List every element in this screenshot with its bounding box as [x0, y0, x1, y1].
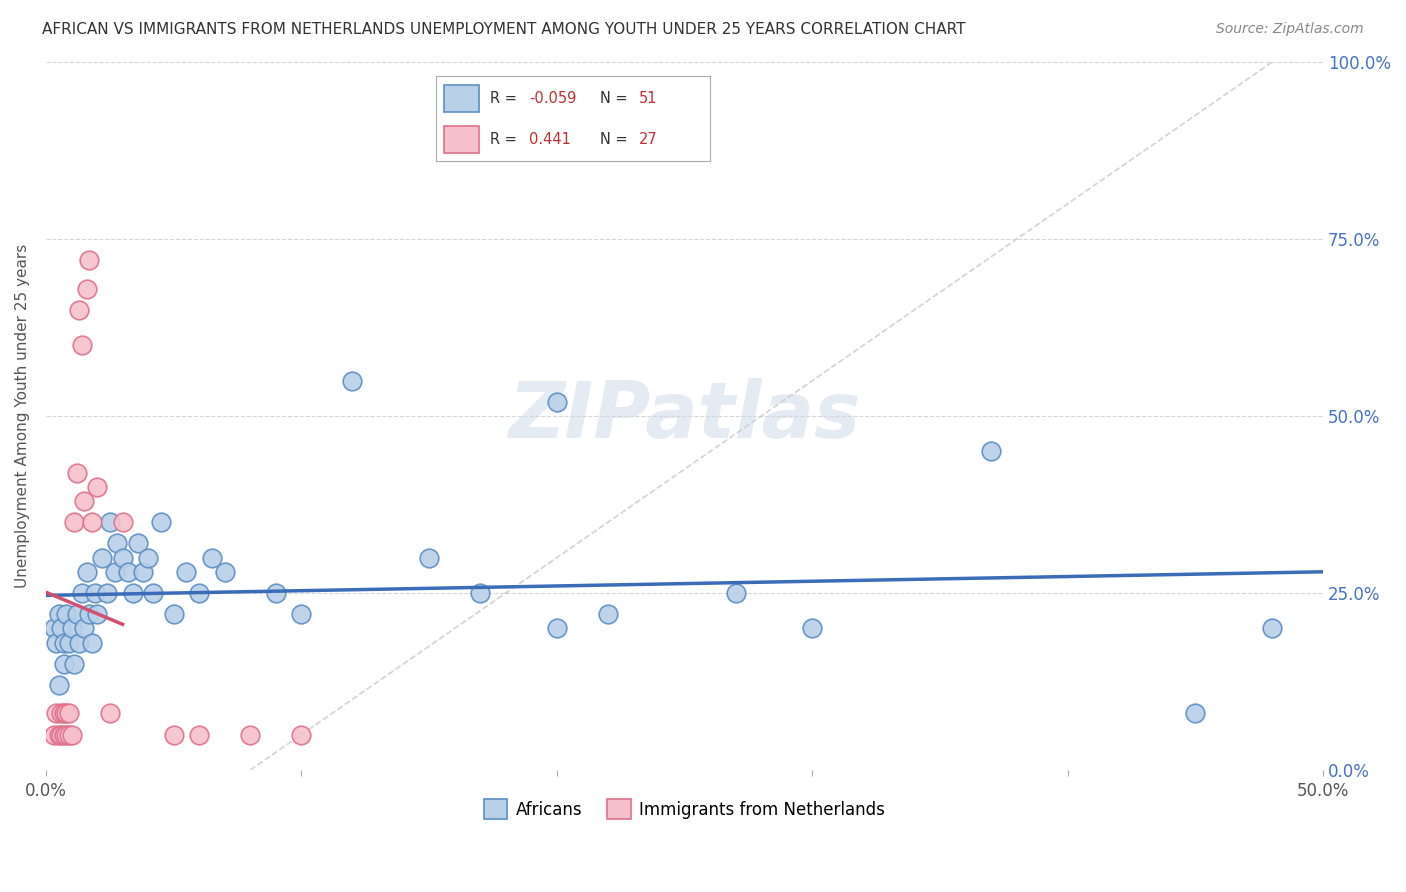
- Point: [117, 565, 139, 579]
- Point: [55, 607, 77, 622]
- Point: [149, 515, 172, 529]
- Point: [42, 728, 65, 742]
- Text: Source: ZipAtlas.com: Source: ZipAtlas.com: [1216, 22, 1364, 37]
- Point: [1184, 706, 1206, 721]
- Point: [176, 565, 198, 579]
- Point: [51, 706, 73, 721]
- Point: [60, 728, 83, 742]
- Point: [80, 515, 103, 529]
- Point: [55, 706, 77, 721]
- Point: [48, 728, 70, 742]
- Point: [52, 657, 75, 671]
- Point: [163, 607, 186, 622]
- Point: [58, 635, 80, 649]
- Point: [1261, 622, 1284, 636]
- Point: [136, 550, 159, 565]
- Point: [76, 565, 98, 579]
- Point: [290, 728, 312, 742]
- Point: [142, 586, 165, 600]
- Point: [104, 565, 127, 579]
- Point: [111, 515, 134, 529]
- Point: [163, 728, 186, 742]
- Point: [86, 480, 108, 494]
- Point: [470, 586, 492, 600]
- Point: [724, 586, 747, 600]
- Point: [52, 706, 75, 721]
- Point: [58, 728, 80, 742]
- Point: [127, 536, 149, 550]
- Point: [73, 494, 96, 508]
- Point: [107, 536, 129, 550]
- Point: [418, 550, 440, 565]
- Point: [546, 622, 568, 636]
- Point: [96, 586, 118, 600]
- Point: [76, 282, 98, 296]
- Point: [596, 607, 619, 622]
- Point: [48, 607, 70, 622]
- Point: [91, 550, 114, 565]
- Point: [45, 706, 67, 721]
- Point: [55, 728, 77, 742]
- Point: [79, 607, 101, 622]
- Point: [79, 253, 101, 268]
- Text: ZIPatlas: ZIPatlas: [509, 378, 860, 454]
- Point: [214, 565, 236, 579]
- Legend: Africans, Immigrants from Netherlands: Africans, Immigrants from Netherlands: [478, 793, 891, 825]
- Point: [51, 728, 73, 742]
- Point: [67, 302, 90, 317]
- Point: [546, 395, 568, 409]
- Point: [45, 635, 67, 649]
- Point: [801, 622, 824, 636]
- Point: [42, 622, 65, 636]
- Point: [342, 374, 364, 388]
- Point: [58, 706, 80, 721]
- Point: [51, 622, 73, 636]
- Point: [239, 728, 262, 742]
- Point: [264, 586, 287, 600]
- Y-axis label: Unemployment Among Youth under 25 years: Unemployment Among Youth under 25 years: [15, 244, 30, 588]
- Point: [132, 565, 155, 579]
- Point: [63, 515, 86, 529]
- Point: [65, 466, 87, 480]
- Point: [83, 586, 105, 600]
- Point: [70, 586, 93, 600]
- Point: [111, 550, 134, 565]
- Point: [188, 728, 211, 742]
- Point: [98, 706, 121, 721]
- Point: [80, 635, 103, 649]
- Text: AFRICAN VS IMMIGRANTS FROM NETHERLANDS UNEMPLOYMENT AMONG YOUTH UNDER 25 YEARS C: AFRICAN VS IMMIGRANTS FROM NETHERLANDS U…: [42, 22, 966, 37]
- Point: [48, 678, 70, 692]
- Point: [121, 586, 143, 600]
- Point: [290, 607, 312, 622]
- Point: [980, 444, 1002, 458]
- Point: [52, 635, 75, 649]
- Point: [67, 635, 90, 649]
- Point: [86, 607, 108, 622]
- Point: [188, 586, 211, 600]
- Point: [201, 550, 224, 565]
- Point: [65, 607, 87, 622]
- Point: [63, 657, 86, 671]
- Point: [98, 515, 121, 529]
- Point: [60, 622, 83, 636]
- Point: [52, 728, 75, 742]
- Point: [73, 622, 96, 636]
- Point: [70, 338, 93, 352]
